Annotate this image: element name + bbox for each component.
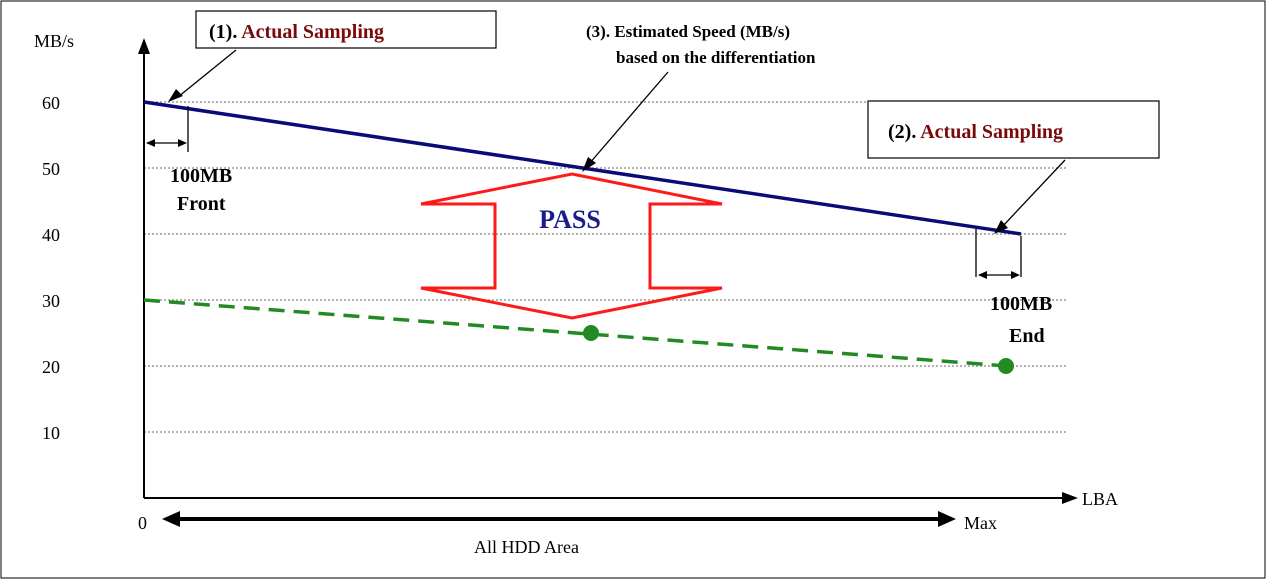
callout-highlight: Actual Sampling [920, 121, 1063, 143]
estimated-speed-subtitle: based on the differentiation [616, 48, 816, 67]
y-tick-label: 60 [42, 93, 60, 113]
callout-actual-sampling-2: (2). Actual Sampling [867, 100, 1160, 159]
estimated-speed-line [143, 100, 1022, 236]
y-tick-label: 40 [42, 225, 60, 245]
y-tick-label: 10 [42, 423, 60, 443]
x-axis-end-label: Max [964, 513, 997, 533]
pass-double-arrow [420, 172, 723, 320]
end-window-bracket [975, 229, 1022, 279]
estimated-speed-title: (3). Estimated Speed (MB/s) [586, 22, 790, 41]
y-tick-label: 50 [42, 159, 60, 179]
y-tick-label: 20 [42, 357, 60, 377]
callout-pointer-2 [1001, 159, 1066, 228]
callout-box [195, 10, 497, 49]
front-window-bracket [146, 106, 189, 152]
callout-prefix: (1). [209, 21, 241, 43]
callout-highlight: Actual Sampling [241, 21, 384, 43]
hdd-area-label: All HDD Area [474, 537, 579, 557]
x-axis-unit-label: LBA [1082, 489, 1118, 509]
bracket-arrowhead [1011, 271, 1020, 279]
callout-prefix: (2). [888, 121, 920, 143]
threshold-sample-point [998, 358, 1014, 374]
y-tick-label: 30 [42, 291, 60, 311]
bracket-arrowhead [978, 271, 987, 279]
bracket-arrowhead [178, 139, 187, 147]
front-window-label: Front [177, 193, 226, 215]
callout-pointer-3 [588, 71, 669, 165]
callout-pointer-1 [177, 49, 237, 98]
callout-text: (1). Actual Sampling [209, 21, 384, 43]
y-tick-labels: 60 50 40 30 20 10 [42, 93, 60, 443]
callout-pointer-1-arrowhead [168, 89, 183, 102]
x-axis-arrowhead [1062, 492, 1078, 504]
callout-pointer-3-arrowhead [582, 157, 596, 172]
callout-actual-sampling-1: (1). Actual Sampling [195, 10, 497, 49]
x-axis-start-label: 0 [138, 513, 147, 533]
pass-label: PASS [539, 205, 601, 234]
callout-text: (2). Actual Sampling [888, 121, 1063, 143]
front-window-size: 100MB [170, 165, 232, 187]
hdd-range-arrow [162, 511, 956, 527]
y-axis-unit-label: MB/s [34, 31, 74, 51]
range-arrowhead-left [162, 511, 180, 527]
end-window-label: End [1009, 325, 1045, 347]
threshold-speed-line [143, 298, 1008, 368]
bracket-arrowhead [146, 139, 155, 147]
y-axis-arrowhead [138, 38, 150, 54]
end-window-size: 100MB [990, 293, 1052, 315]
range-arrowhead-right [938, 511, 956, 527]
callout-pointer-2-arrowhead [994, 220, 1008, 234]
callout-box [867, 100, 1160, 159]
threshold-sample-point [583, 325, 599, 341]
